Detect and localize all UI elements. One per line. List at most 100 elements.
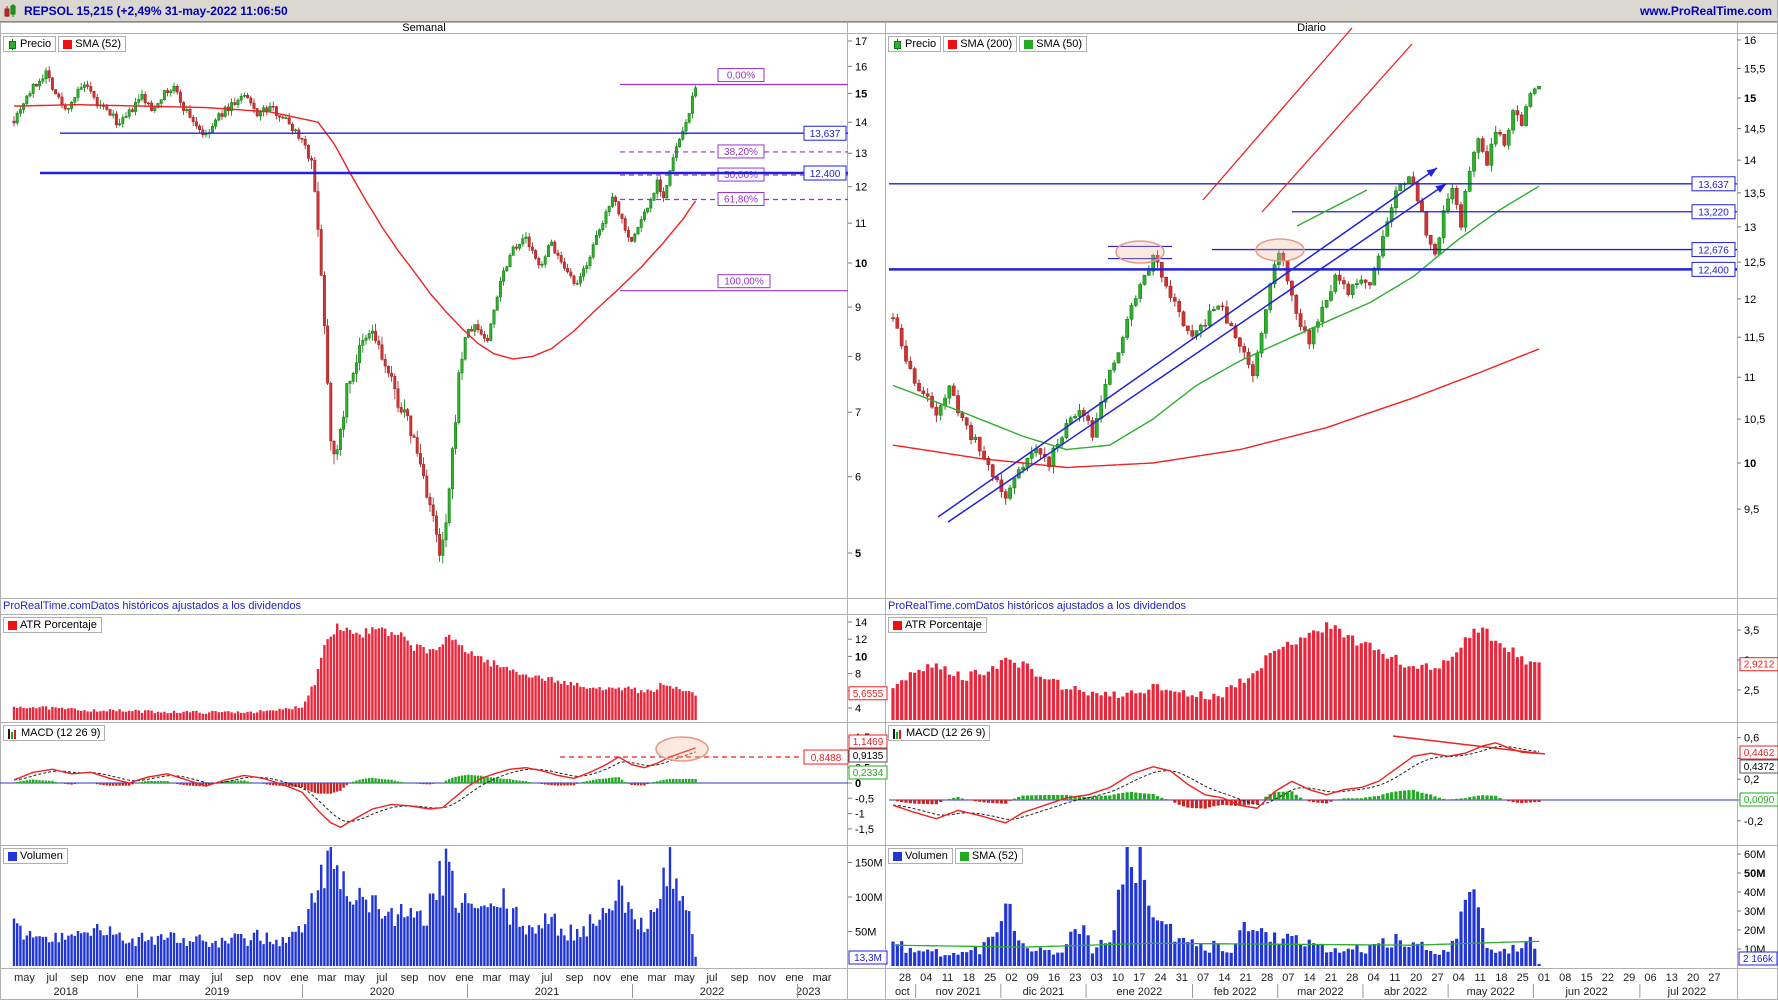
candle-body	[1047, 456, 1051, 468]
site-link[interactable]: www.ProRealTime.com	[1639, 3, 1772, 18]
macd-hist-bar	[153, 780, 156, 783]
legend-macd[interactable]: MACD (12 26 9)	[3, 725, 106, 741]
volume-bar	[1489, 949, 1493, 966]
macd-hist-bar	[662, 779, 665, 783]
macd-hist-bar	[1528, 800, 1532, 803]
candle-body	[534, 250, 538, 259]
macd-hist-bar	[64, 783, 67, 784]
atr-bar	[1073, 685, 1077, 720]
macd-hist-bar	[147, 780, 150, 783]
macd-hline-label[interactable]: 0,8488	[803, 749, 849, 765]
atr-bar	[1077, 689, 1082, 720]
candle-body	[550, 241, 554, 246]
data-source-note[interactable]: ProRealTime.comDatos históricos ajustado…	[3, 600, 301, 612]
right-drawings[interactable]	[937, 27, 1447, 523]
macd-value-label[interactable]: 0,4462	[1739, 745, 1778, 760]
volume-bar	[1420, 941, 1424, 966]
candle-body	[294, 129, 298, 132]
price-line-label[interactable]: 13,637	[1691, 176, 1736, 192]
macd-hist-bar	[640, 783, 643, 786]
volume-bar	[1528, 936, 1532, 966]
candle-body	[662, 191, 666, 198]
highlight-ellipse[interactable]	[1255, 238, 1305, 262]
candle-body	[86, 84, 90, 87]
trendline-blue[interactable]	[937, 167, 1438, 518]
legend-vol-sma52[interactable]: SMA (52)	[954, 848, 1023, 864]
macd-value-label[interactable]: 0,2334	[848, 765, 888, 780]
volume-bar	[243, 938, 246, 966]
macd-hist-bar	[978, 800, 982, 802]
x-day-label: 07	[1282, 972, 1294, 984]
volume-bar	[16, 923, 19, 966]
volume-bar	[217, 947, 220, 966]
price-line-label[interactable]: 13,637	[803, 125, 847, 141]
channel-line-red[interactable]	[1202, 27, 1353, 201]
volume-bar	[108, 926, 112, 966]
legend-atr[interactable]: ATR Porcentaje	[3, 617, 102, 633]
atr-bar	[508, 670, 512, 720]
volume-value-label[interactable]: 13,3M	[848, 950, 888, 965]
volume-bar	[1285, 933, 1290, 966]
atr-value-label[interactable]: 2,9212	[1739, 657, 1778, 672]
macd-value-label[interactable]: 1,1469	[848, 734, 888, 749]
volume-bar	[1381, 938, 1385, 966]
candle-body	[678, 139, 682, 148]
fib-label[interactable]: 50,00%	[717, 167, 765, 182]
legend-sma52[interactable]: SMA (52)	[58, 36, 127, 52]
candle-body	[220, 113, 224, 117]
trendline-blue[interactable]	[947, 183, 1447, 523]
volume-bar	[1342, 951, 1346, 966]
candle-body	[607, 206, 611, 213]
atr-bar	[393, 634, 396, 720]
price-line-label[interactable]: 13,220	[1691, 204, 1736, 220]
fib-label[interactable]: 0,00%	[717, 68, 765, 83]
volume-value-label[interactable]: 2 166k	[1738, 951, 1778, 966]
data-source-note[interactable]: ProRealTime.comDatos históricos ajustado…	[888, 600, 1186, 612]
legend-macd[interactable]: MACD (12 26 9)	[888, 725, 991, 741]
candle-body	[575, 282, 579, 285]
macd-value-label[interactable]: 0,0090	[1739, 792, 1778, 807]
candle-body	[1268, 283, 1273, 310]
highlight-ellipse[interactable]	[655, 736, 709, 762]
fib-label[interactable]: 100,00%	[717, 274, 771, 289]
macd-value-label[interactable]: 0,4372	[1739, 759, 1778, 774]
atr-value-label[interactable]: 5,6555	[848, 686, 888, 701]
candle-body	[527, 236, 531, 248]
price-line-label[interactable]: 12,400	[1691, 261, 1736, 277]
macd-value-label[interactable]: 0,9135	[848, 748, 888, 763]
x-month-label: nov	[98, 972, 116, 984]
x-day-label: 11	[1389, 972, 1400, 984]
trendline-green[interactable]	[1296, 189, 1368, 227]
legend-precio[interactable]: Precio	[3, 36, 57, 52]
macd-hist-bar	[480, 775, 483, 783]
value-label-box	[1691, 261, 1736, 277]
fib-label[interactable]: 61,80%	[717, 191, 765, 206]
atr-bar	[131, 711, 134, 720]
legend-atr[interactable]: ATR Porcentaje	[888, 617, 987, 633]
volume-bar	[1416, 943, 1420, 966]
legend-volumen[interactable]: Volumen	[3, 848, 68, 864]
volume-bar	[172, 932, 176, 966]
price-line-label[interactable]: 12,400	[803, 165, 847, 181]
left-fib-retracement[interactable]: 0,00% 38,20% 50,00% 61,80% 100,00%	[620, 68, 848, 292]
channel-line-red[interactable]	[1261, 43, 1413, 213]
volume-bar	[662, 867, 665, 966]
volume-bar	[128, 942, 131, 966]
macd-divergence-line[interactable]	[1392, 735, 1546, 755]
macd-hist-bar	[1485, 795, 1489, 800]
atr-bar	[1433, 668, 1437, 720]
macd-hist-bar	[1489, 795, 1493, 800]
legend-sma200[interactable]: SMA (200)	[943, 36, 1018, 52]
legend-sma50[interactable]: SMA (50)	[1019, 36, 1088, 52]
macd-hist-bar	[556, 783, 560, 786]
highlight-ellipse[interactable]	[1115, 240, 1165, 264]
legend-volumen[interactable]: Volumen	[888, 848, 953, 864]
value-label-text: 1,1469	[853, 737, 884, 748]
macd-hist-bar	[76, 783, 80, 784]
price-line-label[interactable]: 12,676	[1691, 242, 1736, 258]
x-day-label: 13	[1666, 972, 1678, 984]
legend-precio[interactable]: Precio	[888, 36, 942, 52]
fib-label[interactable]: 38,20%	[717, 144, 765, 159]
macd-hist-bar	[339, 783, 342, 791]
volume-bar	[489, 903, 492, 966]
